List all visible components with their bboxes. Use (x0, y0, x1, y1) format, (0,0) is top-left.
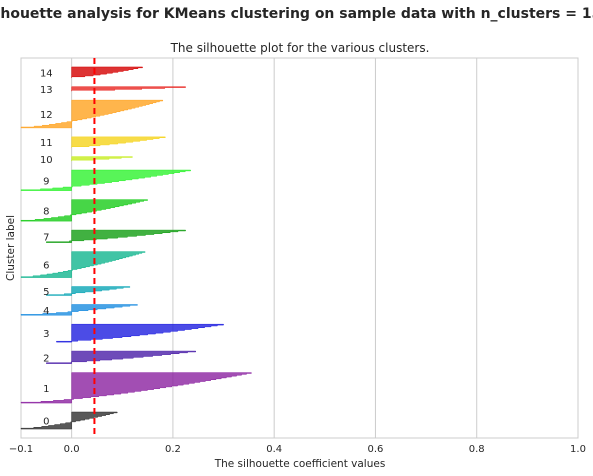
cluster-label-8: 8 (43, 206, 49, 217)
cluster-silhouette-1 (20, 372, 252, 404)
cluster-silhouette-2 (46, 350, 196, 364)
x-tick-label: −0.1 (9, 444, 33, 455)
cluster-silhouette-6 (20, 251, 146, 278)
cluster-label-7: 7 (43, 232, 49, 243)
cluster-label-1: 1 (43, 384, 49, 395)
cluster-label-10: 10 (40, 155, 53, 166)
silhouette-areas (20, 66, 252, 430)
chart-title: The silhouette plot for the various clus… (170, 41, 430, 55)
cluster-silhouette-5 (46, 286, 131, 296)
cluster-silhouette-0 (20, 411, 118, 430)
cluster-silhouette-7 (46, 229, 186, 243)
x-tick-label: 0.4 (266, 444, 282, 455)
cluster-label-13: 13 (40, 85, 53, 96)
x-axis-label: The silhouette coefficient values (214, 458, 386, 470)
cluster-silhouette-8 (20, 199, 148, 222)
cluster-label-3: 3 (43, 329, 49, 340)
x-tick-label: 0.0 (64, 444, 80, 455)
x-tick-label: 0.2 (165, 444, 181, 455)
cluster-label-9: 9 (43, 176, 49, 187)
cluster-silhouette-12 (20, 99, 164, 129)
cluster-label-12: 12 (40, 110, 53, 121)
y-axis-label: Cluster label (5, 215, 17, 281)
x-tick-label: 0.6 (368, 444, 384, 455)
cluster-silhouette-4 (20, 304, 138, 316)
cluster-label-0: 0 (43, 417, 49, 428)
cluster-label-6: 6 (43, 261, 49, 272)
cluster-label-14: 14 (40, 68, 53, 79)
cluster-silhouette-10 (71, 156, 133, 162)
x-tick-label: 1.0 (570, 444, 586, 455)
cluster-label-11: 11 (40, 138, 53, 149)
cluster-silhouette-3 (56, 323, 224, 343)
cluster-label-4: 4 (43, 306, 49, 317)
cluster-silhouette-13 (71, 86, 186, 92)
x-tick-label: 0.8 (469, 444, 485, 455)
cluster-label-2: 2 (43, 353, 49, 364)
cluster-label-5: 5 (43, 287, 49, 298)
cluster-silhouette-9 (20, 169, 191, 191)
x-tick-labels: −0.1 0.0 0.2 0.4 0.6 0.8 1.0 (9, 444, 586, 455)
cluster-silhouette-14 (71, 66, 143, 78)
figure-suptitle: Silhouette analysis for KMeans clusterin… (0, 6, 593, 22)
